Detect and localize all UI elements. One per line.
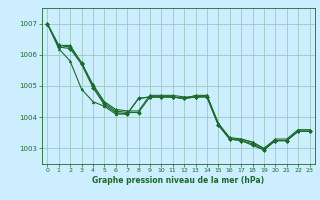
X-axis label: Graphe pression niveau de la mer (hPa): Graphe pression niveau de la mer (hPa) [92,176,264,185]
